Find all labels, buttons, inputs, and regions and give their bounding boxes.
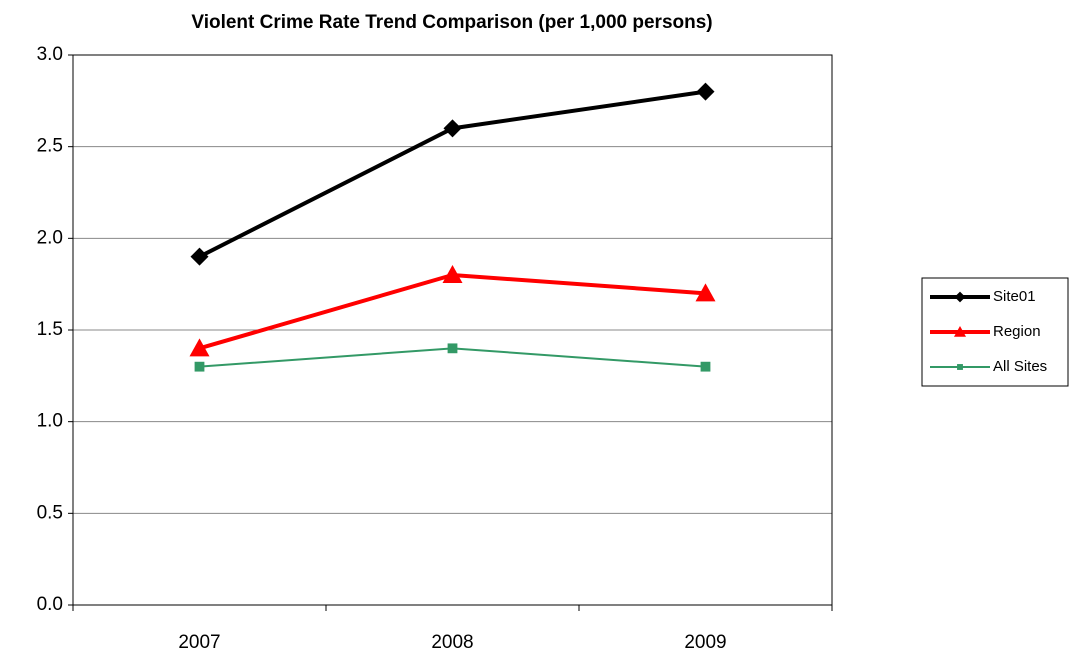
y-tick-label: 1.0: [37, 411, 63, 432]
y-tick-label: 0.5: [37, 502, 63, 523]
data-point: [190, 247, 209, 266]
x-tick-label: 2007: [178, 632, 220, 653]
y-tick-label: 2.0: [37, 227, 63, 248]
x-tick-label: 2009: [684, 632, 726, 653]
x-tick-label: 2008: [431, 632, 473, 653]
y-tick-label: 1.5: [37, 319, 63, 340]
y-tick-label: 3.0: [37, 44, 63, 65]
y-tick-label: 0.0: [37, 594, 63, 615]
data-point: [194, 361, 205, 372]
plot-frame: [72, 54, 833, 606]
data-point: [443, 119, 462, 138]
legend-marker: [954, 291, 966, 303]
data-point: [695, 283, 716, 302]
data-point: [700, 361, 711, 372]
series-line: [198, 89, 706, 259]
legend: Site01 Region All Sites: [921, 277, 1069, 387]
chart-title: Violent Crime Rate Trend Comparison (per…: [191, 12, 712, 33]
y-tick-label: 2.5: [37, 136, 63, 157]
legend-label: Region: [993, 323, 1041, 340]
legend-marker: [954, 326, 966, 337]
legend-label: All Sites: [993, 358, 1047, 375]
legend-label: Site01: [993, 288, 1036, 305]
legend-marker: [957, 364, 963, 370]
series-line: [198, 272, 706, 351]
data-point: [189, 338, 210, 357]
data-point: [696, 82, 715, 101]
data-point: [442, 265, 463, 283]
data-point: [447, 343, 458, 354]
